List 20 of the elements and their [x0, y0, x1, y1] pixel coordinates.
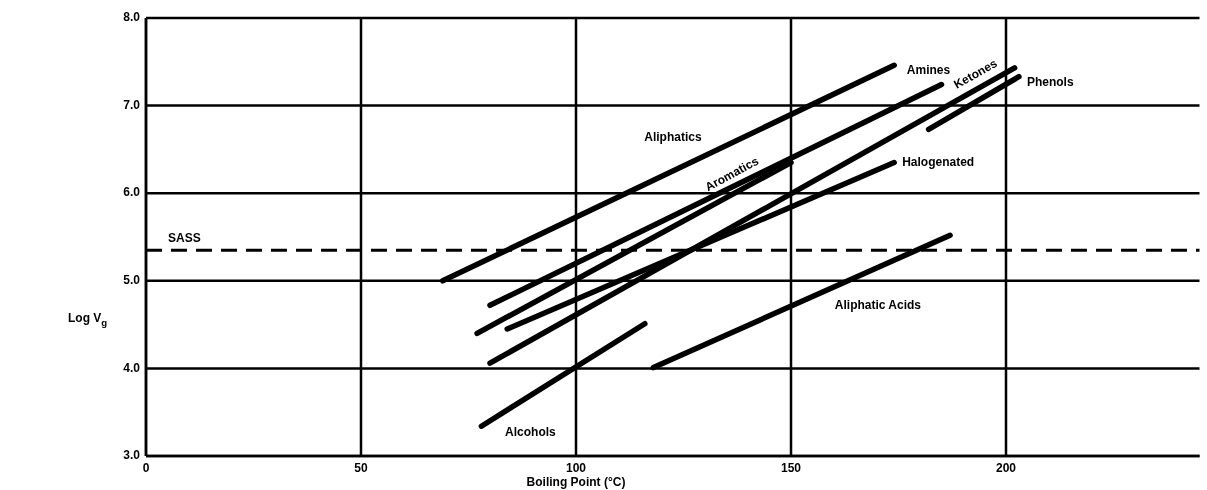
y-tick-label: 3.0 — [123, 448, 141, 463]
series-label: Aliphatic Acids — [834, 298, 922, 313]
x-tick-label: 0 — [142, 461, 150, 475]
y-axis-title: Log V$_{g}$ — [68, 311, 108, 328]
y-tick-label: 4.0 — [123, 360, 141, 375]
x-tick-label: 100 — [565, 461, 587, 475]
series-label: Halogenated — [902, 154, 975, 169]
x-tick-label: 200 — [995, 461, 1017, 475]
y-tick-label: 5.0 — [123, 272, 141, 287]
y-tick-label: 7.0 — [123, 97, 141, 112]
ref-line-label: SASS — [168, 231, 201, 246]
y-tick-label: 6.0 — [123, 185, 141, 200]
x-tick-label: 50 — [354, 461, 368, 475]
series-label: Phenols — [1026, 74, 1074, 89]
x-axis-title: Boiling Point (°C) — [526, 475, 626, 489]
series-label: Amines — [906, 62, 951, 77]
series-label: Alcohols — [505, 425, 557, 440]
x-tick-label: 150 — [780, 461, 802, 475]
series-label: Aliphatics — [644, 130, 702, 145]
y-tick-label: 8.0 — [123, 10, 141, 25]
